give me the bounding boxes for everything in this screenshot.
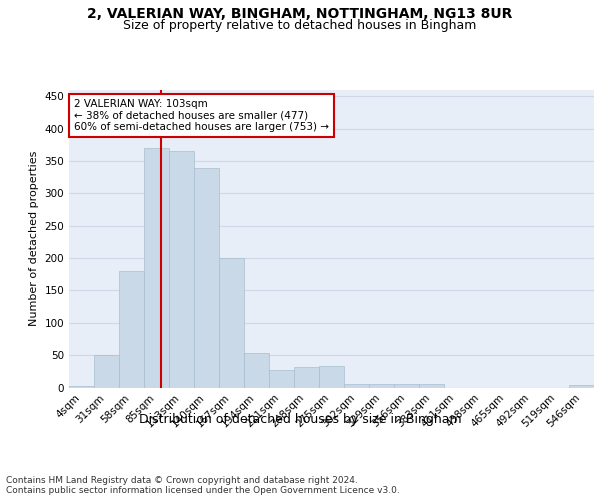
Y-axis label: Number of detached properties: Number of detached properties bbox=[29, 151, 39, 326]
Text: 2 VALERIAN WAY: 103sqm
← 38% of detached houses are smaller (477)
60% of semi-de: 2 VALERIAN WAY: 103sqm ← 38% of detached… bbox=[74, 99, 329, 132]
Bar bbox=[369, 384, 394, 388]
Text: Size of property relative to detached houses in Bingham: Size of property relative to detached ho… bbox=[124, 19, 476, 32]
Bar bbox=[219, 258, 244, 388]
Bar bbox=[394, 384, 419, 388]
Bar bbox=[94, 355, 119, 388]
Bar bbox=[319, 366, 344, 388]
Bar bbox=[344, 384, 369, 388]
Text: Contains HM Land Registry data © Crown copyright and database right 2024.
Contai: Contains HM Land Registry data © Crown c… bbox=[6, 476, 400, 495]
Text: 2, VALERIAN WAY, BINGHAM, NOTTINGHAM, NG13 8UR: 2, VALERIAN WAY, BINGHAM, NOTTINGHAM, NG… bbox=[88, 8, 512, 22]
Bar bbox=[419, 384, 444, 388]
Text: Distribution of detached houses by size in Bingham: Distribution of detached houses by size … bbox=[139, 412, 461, 426]
Bar bbox=[169, 152, 194, 388]
Bar bbox=[69, 386, 94, 388]
Bar bbox=[244, 352, 269, 388]
Bar bbox=[294, 367, 319, 388]
Bar bbox=[569, 385, 594, 388]
Bar bbox=[119, 271, 144, 388]
Bar bbox=[269, 370, 294, 388]
Bar bbox=[144, 148, 169, 388]
Bar bbox=[194, 168, 219, 388]
